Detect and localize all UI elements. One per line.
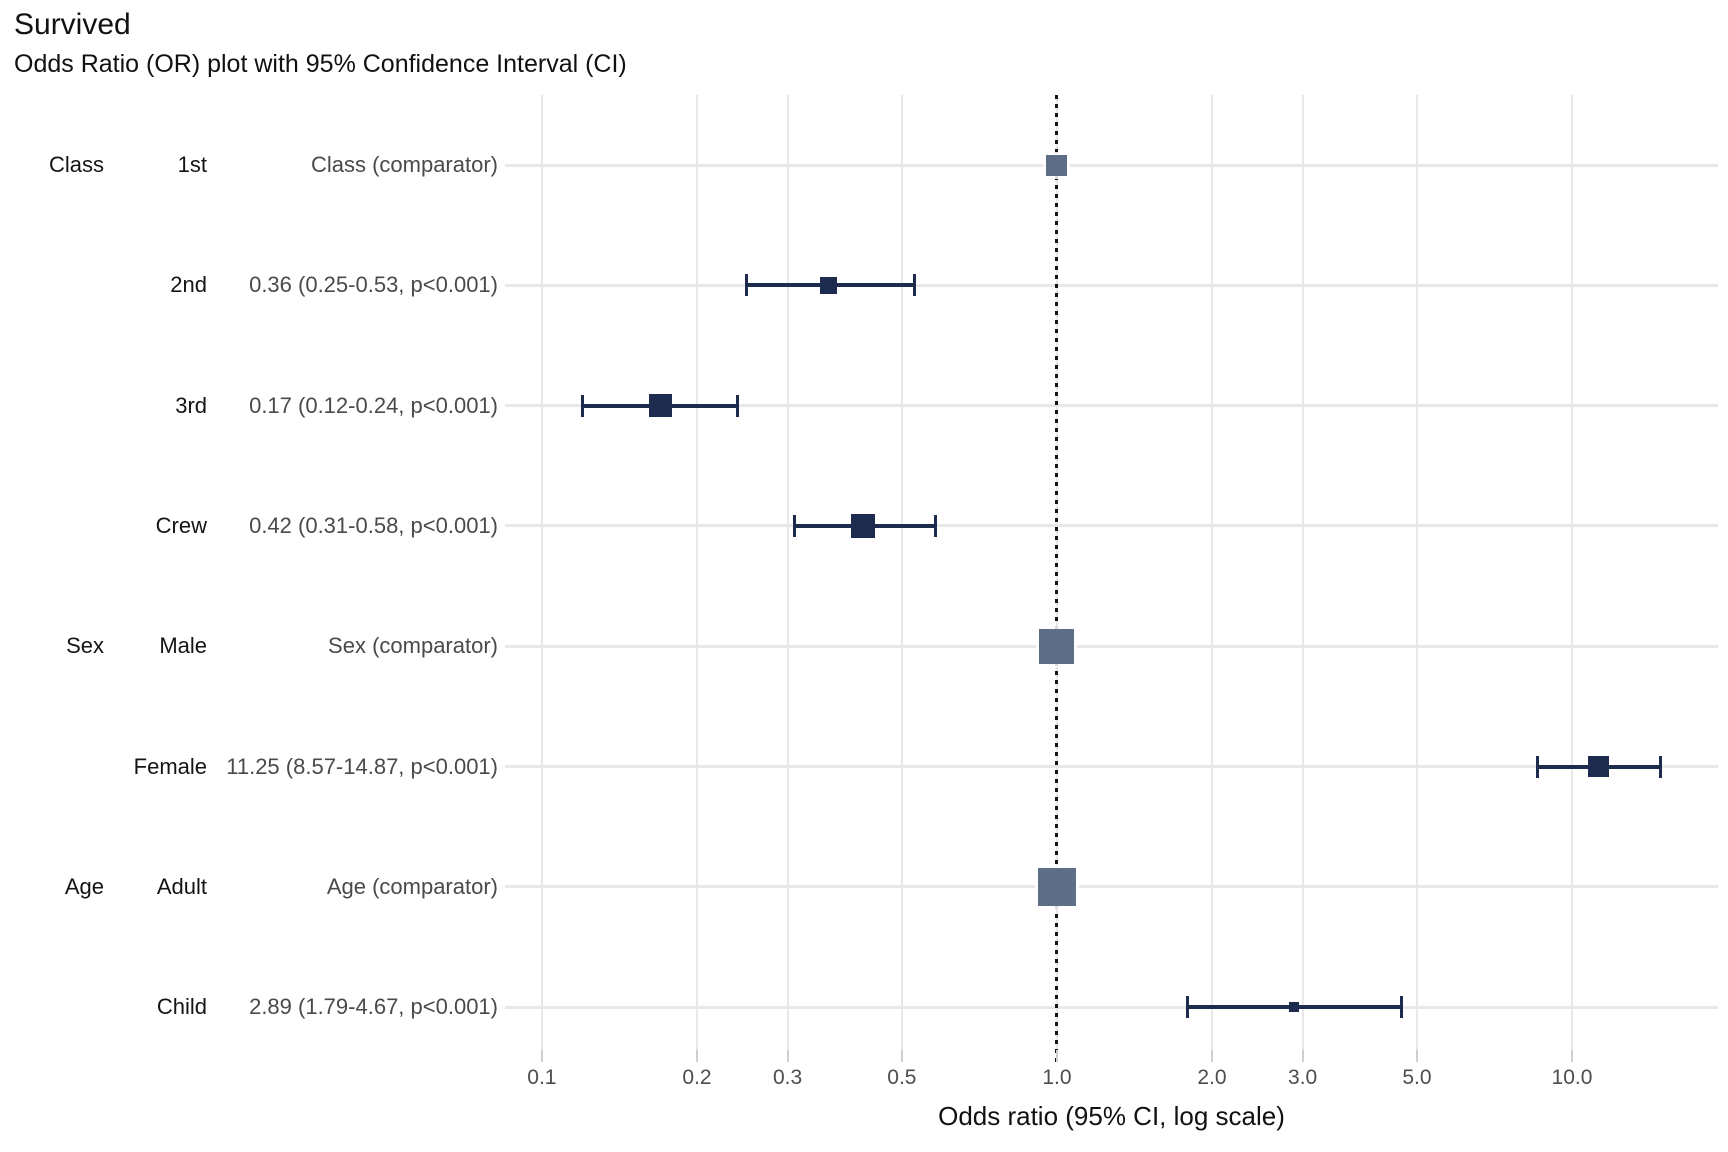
- error-bar-cap-left: [581, 394, 585, 417]
- plot-subtitle: Odds Ratio (OR) plot with 95% Confidence…: [14, 50, 627, 78]
- row-level-label: 1st: [177, 152, 207, 177]
- x-tick-label: 0.3: [773, 1066, 803, 1089]
- x-tick-mark: [1301, 1050, 1304, 1062]
- row-estimate-label: 0.42 (0.31-0.58, p<0.001): [249, 512, 498, 538]
- or-marker: [649, 394, 673, 418]
- error-bar-cap-left: [793, 514, 797, 537]
- row-level-label: Male: [159, 633, 207, 659]
- error-bar-cap-right: [736, 394, 740, 417]
- row-estimate-label: Class (comparator): [310, 152, 498, 177]
- h-gridline: [505, 765, 1718, 768]
- or-marker: [1587, 756, 1609, 777]
- v-gridline: [1210, 95, 1213, 1050]
- x-tick-mark: [900, 1050, 903, 1062]
- row-group-label: Class: [48, 152, 104, 177]
- row-estimate-label: Age (comparator): [326, 873, 498, 899]
- h-gridline: [505, 283, 1718, 287]
- error-bar-cap-right: [1659, 755, 1663, 778]
- error-bar-cap-left: [745, 274, 749, 297]
- comparator-marker: [1039, 628, 1075, 664]
- h-gridline: [505, 524, 1718, 528]
- v-gridline: [900, 95, 903, 1050]
- row-estimate-label: 11.25 (8.57-14.87, p<0.001): [226, 753, 498, 779]
- x-tick-mark: [1570, 1050, 1573, 1062]
- plot-title: Survived: [14, 8, 131, 41]
- row-estimate-label: 0.36 (0.25-0.53, p<0.001): [249, 272, 498, 298]
- reference-line: [1055, 95, 1059, 1064]
- h-gridline: [505, 1005, 1718, 1009]
- h-gridline: [505, 885, 1718, 889]
- error-bar-cap-left: [1535, 755, 1539, 778]
- comparator-marker: [1046, 154, 1068, 176]
- row-group-label: Sex: [66, 633, 104, 659]
- row-level-label: Female: [133, 753, 207, 779]
- or-marker: [850, 513, 875, 538]
- h-gridline: [505, 644, 1718, 648]
- error-bar-cap-right: [913, 274, 917, 297]
- error-bar-cap-right: [933, 514, 937, 537]
- x-tick-mark: [786, 1050, 789, 1062]
- x-tick-label: 1.0: [1042, 1066, 1072, 1089]
- x-tick-label: 10.0: [1551, 1066, 1593, 1089]
- h-gridline: [505, 404, 1718, 408]
- row-level-label: 3rd: [175, 392, 207, 418]
- x-axis-title: Odds ratio (95% CI, log scale): [938, 1101, 1285, 1131]
- h-gridline: [505, 163, 1718, 167]
- or-marker: [1289, 1002, 1300, 1013]
- v-gridline: [540, 95, 543, 1050]
- row-estimate-label: Sex (comparator): [328, 633, 498, 659]
- error-bar-cap-right: [1400, 996, 1404, 1019]
- row-group-label: Age: [64, 873, 104, 899]
- x-tick-label: 2.0: [1197, 1066, 1227, 1089]
- row-level-label: 2nd: [170, 272, 207, 298]
- v-gridline: [1301, 95, 1304, 1050]
- error-bar-cap-left: [1185, 996, 1189, 1019]
- x-tick-label: 0.5: [887, 1066, 917, 1089]
- row-level-label: Adult: [156, 873, 207, 899]
- x-tick-mark: [540, 1050, 543, 1062]
- x-tick-label: 5.0: [1402, 1066, 1432, 1089]
- x-tick-label: 0.1: [527, 1066, 557, 1089]
- comparator-marker: [1037, 867, 1076, 906]
- x-tick-label: 0.2: [682, 1066, 712, 1089]
- v-gridline: [1415, 95, 1418, 1050]
- v-gridline: [786, 95, 789, 1050]
- x-tick-mark: [695, 1050, 698, 1062]
- x-tick-mark: [1055, 1050, 1058, 1062]
- or-marker: [819, 276, 837, 294]
- row-level-label: Crew: [155, 512, 207, 538]
- x-tick-label: 3.0: [1288, 1066, 1318, 1089]
- v-gridline: [695, 95, 698, 1050]
- row-level-label: Child: [156, 994, 207, 1020]
- row-label-column: Class 1st Class (comparator) 2nd 0.36 (0.25-…: [0, 0, 505, 1152]
- x-tick-mark: [1415, 1050, 1418, 1062]
- x-tick-mark: [1210, 1050, 1213, 1062]
- row-estimate-label: 2.89 (1.79-4.67, p<0.001): [249, 994, 498, 1020]
- v-gridline: [1570, 95, 1573, 1050]
- row-estimate-label: 0.17 (0.12-0.24, p<0.001): [249, 392, 498, 418]
